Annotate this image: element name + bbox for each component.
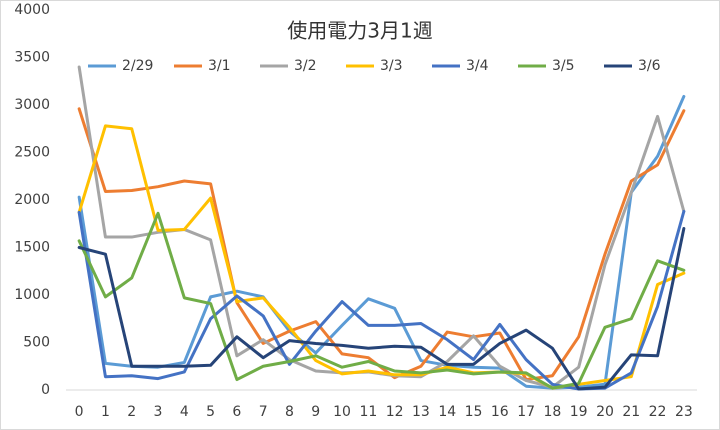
x-tick-label: 2 <box>127 404 136 420</box>
legend-label: 3/1 <box>208 58 231 74</box>
series-line <box>77 227 686 391</box>
x-tick-label: 0 <box>75 404 84 420</box>
series-line <box>77 94 686 390</box>
x-tick-label: 21 <box>622 404 640 420</box>
y-tick-label: 3500 <box>14 50 50 66</box>
legend-label: 3/3 <box>380 58 403 74</box>
x-tick-label: 19 <box>570 404 588 420</box>
legend-label: 3/2 <box>294 58 317 74</box>
legend-label: 3/6 <box>638 58 661 74</box>
y-tick-label: 0 <box>41 382 50 398</box>
legend-label: 2/29 <box>122 58 153 74</box>
legend-label: 3/5 <box>552 58 575 74</box>
y-tick-label: 1500 <box>14 240 50 256</box>
x-tick-label: 15 <box>465 404 483 420</box>
x-tick-label: 16 <box>491 404 509 420</box>
x-tick-label: 5 <box>206 404 215 420</box>
y-tick-label: 2000 <box>14 192 50 208</box>
x-tick-label: 10 <box>333 404 351 420</box>
x-tick-label: 20 <box>596 404 614 420</box>
y-tick-label: 3000 <box>14 97 50 113</box>
x-tick-label: 4 <box>180 404 189 420</box>
y-tick-label: 2500 <box>14 145 50 161</box>
x-tick-label: 14 <box>438 404 456 420</box>
x-tick-label: 13 <box>412 404 430 420</box>
x-tick-label: 6 <box>232 404 241 420</box>
x-tick-label: 22 <box>649 404 667 420</box>
legend-label: 3/4 <box>466 58 489 74</box>
chart-title: 使用電力3月1週 <box>287 19 432 43</box>
x-tick-label: 12 <box>386 404 404 420</box>
x-tick-label: 11 <box>359 404 377 420</box>
x-tick-label: 1 <box>101 404 110 420</box>
x-tick-label: 17 <box>517 404 535 420</box>
x-tick-label: 7 <box>259 404 268 420</box>
y-tick-label: 500 <box>23 335 50 351</box>
series-line <box>77 124 686 390</box>
series-line <box>77 211 686 390</box>
x-tick-label: 8 <box>285 404 294 420</box>
x-tick-label: 23 <box>675 404 693 420</box>
x-tick-label: 18 <box>543 404 561 420</box>
x-tick-label: 3 <box>154 404 163 420</box>
y-tick-label: 1000 <box>14 287 50 303</box>
y-tick-label: 4000 <box>14 2 50 18</box>
x-tick-label: 9 <box>311 404 320 420</box>
